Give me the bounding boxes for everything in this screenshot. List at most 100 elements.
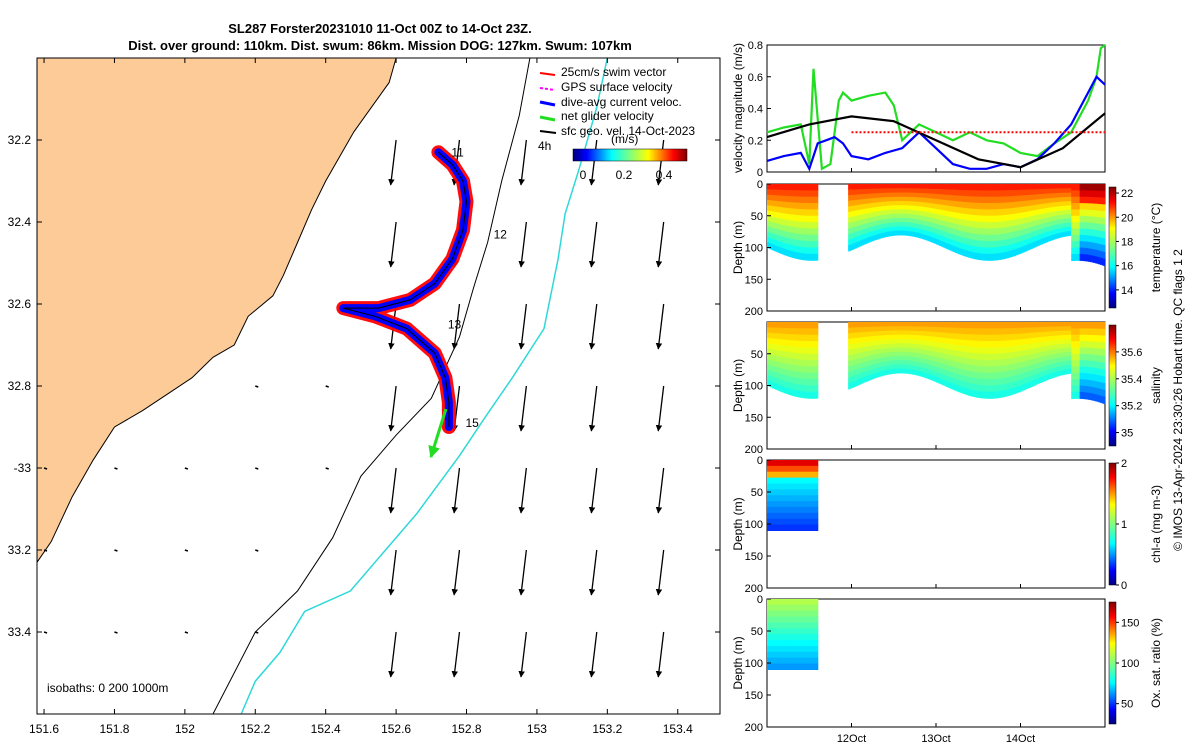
temperature-cell: [888, 188, 891, 194]
temperature-cell: [1001, 208, 1005, 216]
temperature-cell: [1064, 227, 1067, 233]
salinity-cell: [964, 382, 968, 389]
salinity-cell: [908, 343, 912, 349]
salinity-cell: [930, 375, 934, 381]
salinity-cell: [1034, 369, 1037, 375]
salinity-cell: [1017, 368, 1020, 376]
chl-a-cell: [780, 506, 783, 514]
salinity-cell: [979, 366, 983, 374]
temperature-cell: [924, 202, 927, 208]
salinity-cell: [873, 368, 876, 374]
temperature-cell: [937, 234, 940, 241]
temperature-cell: [1045, 198, 1049, 204]
salinity-cell: [807, 385, 810, 393]
temperature-cell: [959, 201, 962, 209]
temperature-cell: [897, 192, 900, 198]
temperature-cell: [802, 240, 805, 248]
salinity-cell: [1047, 364, 1050, 371]
temperature-cell: [996, 234, 1000, 242]
temperature-cell: [851, 205, 854, 212]
temperature-cell: [810, 234, 814, 242]
temperature-cell: [875, 193, 878, 199]
map-x-tick-label: 152.6: [381, 722, 411, 736]
salinity-cell: [812, 353, 815, 361]
temperature-cell: [1062, 184, 1066, 189]
salinity-cell: [875, 368, 878, 374]
temperature-cell: [1079, 190, 1082, 198]
chl-a-cell: [809, 471, 812, 479]
temperature-cell: [794, 220, 797, 228]
salinity-cell: [809, 379, 812, 387]
temperature-cell: [772, 227, 775, 234]
chl-a-cell: [795, 465, 799, 473]
temperature-cell: [859, 224, 863, 231]
temperature-cell: [979, 184, 983, 191]
salinity-cell: [1067, 351, 1071, 357]
salinity-cell: [949, 349, 952, 356]
temperature-cell: [1069, 222, 1072, 228]
temperature-cell: [934, 223, 937, 230]
chl-a-cell: [768, 465, 771, 473]
salinity-cell: [790, 370, 793, 378]
salinity-cell: [1000, 378, 1003, 386]
temperature-cell: [929, 222, 932, 228]
temperature-cell: [1101, 204, 1104, 212]
salinity-cell: [930, 322, 934, 328]
oxygen-cell: [770, 663, 773, 670]
salinity-cell: [810, 360, 814, 368]
temperature-cell: [856, 205, 859, 211]
temperature-cell: [1050, 216, 1054, 222]
chl-a-cell: [788, 501, 792, 508]
temperature-cell: [1062, 214, 1066, 220]
salinity-cell: [1091, 393, 1094, 401]
salinity-cell: [1025, 366, 1028, 373]
salinity-cell: [1006, 322, 1010, 329]
temperature-cell: [947, 227, 951, 234]
temperature-cell: [773, 206, 777, 213]
salinity-cell: [1003, 390, 1006, 397]
temperature-cell: [859, 184, 863, 190]
temperature-cell: [1077, 215, 1081, 223]
temperature-cell: [914, 188, 917, 194]
temperature-cell: [976, 227, 979, 235]
salinity-cell: [1025, 349, 1028, 356]
legend-label-sfc-geo: sfc geo. vel. 14-Oct-2023: [561, 124, 695, 138]
temperature-cell: [966, 250, 969, 258]
salinity-cell: [957, 379, 961, 387]
temperature-cell: [849, 200, 853, 207]
legend-label-dive-avg: dive-avg current veloc.: [561, 95, 682, 109]
chl-a-cell: [772, 489, 775, 496]
temperature-cell: [782, 184, 785, 191]
chl-a-cell: [810, 465, 814, 473]
salinity-cell: [859, 347, 863, 354]
salinity-cell: [1005, 346, 1008, 354]
temperature-cell: [1084, 190, 1088, 198]
temperature-cell: [890, 226, 893, 232]
temperature-cell: [941, 225, 944, 232]
temperature-cell: [1103, 245, 1106, 253]
salinity-cell: [927, 350, 930, 356]
temperature-cell: [1096, 256, 1099, 264]
temperature-cell: [929, 231, 932, 237]
salinity-cell: [1099, 348, 1103, 357]
salinity-cell: [1017, 380, 1020, 387]
salinity-cell: [1052, 344, 1055, 351]
temperature-cell: [1032, 231, 1035, 238]
salinity-cell: [1049, 326, 1052, 332]
temperature-cell: [1000, 215, 1003, 223]
salinity-cell: [963, 369, 966, 377]
salinity-cell: [1008, 340, 1011, 347]
salinity-cell: [794, 322, 797, 329]
salinity-cell: [937, 357, 940, 364]
salinity-cell: [795, 377, 799, 385]
current-vector-arrow: [518, 631, 528, 678]
temperature-cell: [974, 202, 978, 210]
salinity-cell: [991, 353, 995, 361]
temperature-cell: [1103, 211, 1106, 219]
temperature-cell: [794, 227, 797, 234]
temperature-cell: [890, 209, 893, 215]
salinity-cell: [1017, 374, 1020, 382]
salinity-cell: [851, 322, 854, 329]
chl-a-cell: [792, 524, 795, 531]
salinity-cell: [895, 347, 898, 353]
